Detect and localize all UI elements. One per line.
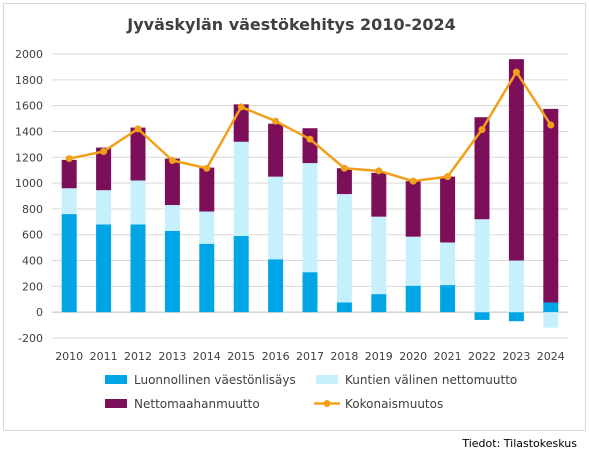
bar (440, 285, 456, 313)
x-tick-label: 2011 (90, 350, 118, 363)
y-tick-label: 1200 (15, 151, 43, 164)
bar (61, 214, 77, 313)
y-tick-label: 1800 (15, 74, 43, 87)
bar (336, 302, 352, 313)
y-tick-label: 2000 (15, 48, 43, 61)
line-point (444, 173, 452, 181)
line-point (134, 125, 142, 133)
bar (164, 230, 180, 313)
y-tick-label: 1600 (15, 100, 43, 113)
line-point (306, 135, 314, 143)
bar (405, 181, 421, 237)
y-tick-label: 1000 (15, 177, 43, 190)
line-point (547, 121, 555, 129)
x-tick-label: 2016 (262, 350, 290, 363)
y-tick-label: 600 (22, 229, 43, 242)
y-tick-label: 200 (22, 280, 43, 293)
x-tick-label: 2022 (468, 350, 496, 363)
bar (130, 127, 146, 181)
bar (543, 108, 559, 303)
line-point (340, 164, 348, 172)
bar (96, 190, 112, 225)
legend-swatch (105, 399, 127, 408)
bar (440, 176, 456, 243)
bar (474, 312, 490, 320)
bar (61, 188, 77, 215)
y-tick-label: 400 (22, 255, 43, 268)
bar (233, 141, 249, 237)
x-tick-label: 2015 (227, 350, 255, 363)
bar (268, 176, 284, 260)
chart-title: Jyväskylän väestökehitys 2010-2024 (127, 15, 456, 34)
bar (371, 216, 387, 295)
x-tick-label: 2023 (502, 350, 530, 363)
bar (336, 168, 352, 195)
bar (508, 312, 524, 322)
y-tick-label: -200 (18, 332, 43, 345)
y-tick-label: 800 (22, 203, 43, 216)
bar (371, 294, 387, 313)
bar (302, 163, 318, 273)
x-tick-label: 2012 (124, 350, 152, 363)
legend-label: Kuntien välinen nettomuutto (345, 373, 517, 387)
bar (96, 224, 112, 313)
bar (130, 180, 146, 225)
bar (233, 236, 249, 313)
chart-frame (3, 3, 586, 431)
bar (302, 272, 318, 313)
line-point (409, 177, 417, 185)
bar (543, 312, 559, 328)
legend-label: Luonnollinen väestönlisäys (134, 373, 296, 387)
bar (61, 159, 77, 189)
x-tick-label: 2024 (537, 350, 565, 363)
source-note: Tiedot: Tilastokeskus (462, 437, 577, 450)
x-tick-label: 2013 (158, 350, 186, 363)
bar (130, 224, 146, 313)
bar (508, 260, 524, 313)
bar (336, 194, 352, 303)
bar (508, 59, 524, 261)
line-point (168, 157, 176, 164)
line-point (237, 103, 245, 111)
line-point (100, 147, 108, 155)
bar (164, 158, 180, 206)
bar (164, 205, 180, 231)
bar (405, 285, 421, 313)
legend-swatch-marker (323, 400, 331, 407)
bar (268, 123, 284, 177)
bar (543, 302, 559, 313)
bar (474, 117, 490, 220)
bar (96, 147, 112, 191)
bar (474, 219, 490, 313)
x-tick-label: 2010 (55, 350, 83, 363)
line-point (512, 68, 520, 76)
y-tick-label: 1400 (15, 125, 43, 138)
bar (199, 211, 215, 244)
x-tick-label: 2017 (296, 350, 324, 363)
x-tick-label: 2014 (193, 350, 221, 363)
line-point (478, 126, 486, 134)
line-point (375, 167, 383, 175)
x-tick-label: 2021 (434, 350, 462, 363)
y-tick-label: 0 (36, 306, 43, 319)
bar (405, 236, 421, 286)
x-tick-label: 2018 (330, 350, 358, 363)
legend-label: Kokonaismuutos (345, 397, 443, 411)
bar (440, 242, 456, 286)
line-point (272, 117, 280, 125)
x-tick-label: 2019 (365, 350, 393, 363)
legend-label: Nettomaahanmuutto (134, 397, 260, 411)
bar (268, 259, 284, 313)
bar (199, 243, 215, 313)
legend-swatch (316, 375, 338, 384)
legend-swatch (105, 375, 127, 384)
bar (199, 167, 215, 212)
bar (371, 172, 387, 217)
x-tick-label: 2020 (399, 350, 427, 363)
line-point (65, 155, 73, 163)
line-point (203, 164, 211, 172)
bar (302, 128, 318, 164)
